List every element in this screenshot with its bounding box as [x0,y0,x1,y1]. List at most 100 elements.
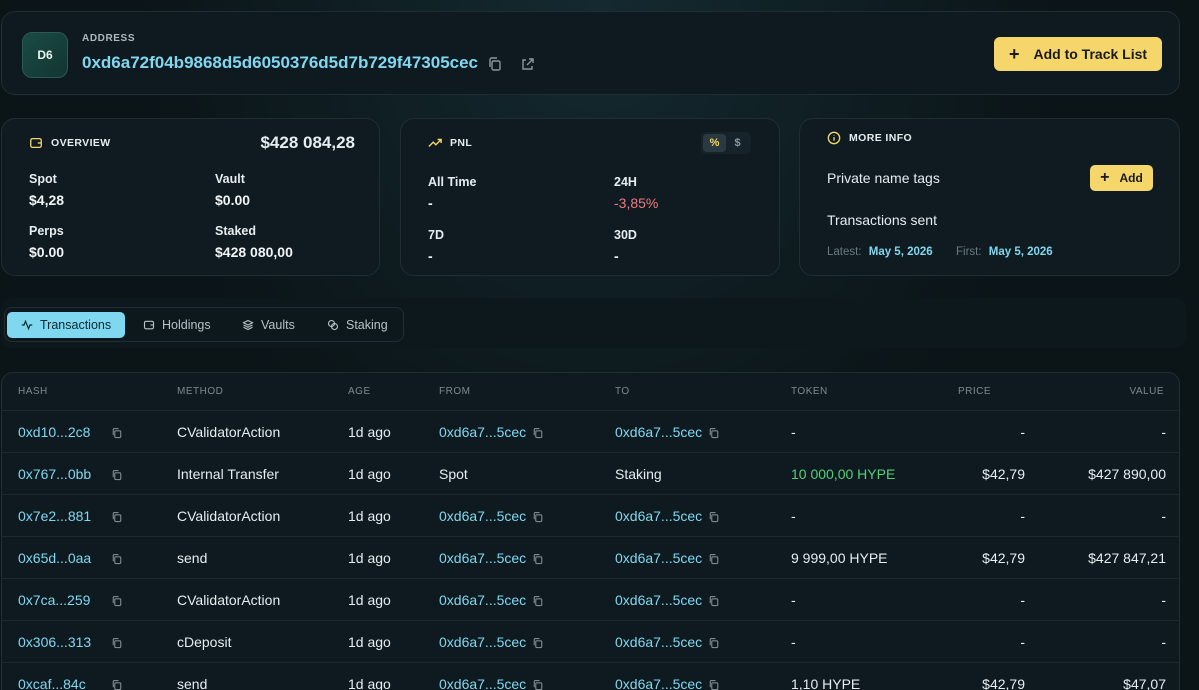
h24-value: -3,85% [614,195,659,211]
tab-holdings-label: Holdings [162,318,211,332]
copy-icon[interactable] [111,468,123,481]
tx-from[interactable]: 0xd6a7...5cec [439,550,527,566]
tx-to[interactable]: 0xd6a7...5cec [615,592,703,608]
col-age: AGE [348,386,371,397]
overview-card: OVERVIEW $428 084,28 Spot $4,28 Vault $0… [1,118,380,276]
add-tag-button[interactable]: + Add [1090,165,1153,191]
tx-method: CValidatorAction [177,508,281,524]
perps-label: Perps [29,224,64,238]
tx-hash[interactable]: 0x7e2...881 [18,508,92,524]
tx-hash[interactable]: 0x767...0bb [18,466,92,482]
address-value[interactable]: 0xd6a72f04b9868d5d6050376d5d7b729f47305c… [82,53,479,72]
table-row[interactable]: 0x767...0bb Internal Transfer 1d ago Spot St… [2,452,1179,494]
toggle-dollar[interactable]: $ [734,137,741,149]
tx-method: Internal Transfer [177,466,279,482]
tab-holdings[interactable]: Holdings [129,312,225,338]
first-date: First: May 5, 2026 [956,246,1053,258]
first-label: First: [956,246,982,258]
col-method: METHOD [177,386,224,397]
tx-from[interactable]: 0xd6a7...5cec [439,424,527,440]
tx-to[interactable]: 0xd6a7...5cec [615,508,703,524]
tx-from[interactable]: 0xd6a7...5cec [439,508,527,524]
col-token: TOKEN [791,386,828,397]
tx-method: send [177,676,208,690]
tx-to[interactable]: 0xd6a7...5cec [615,424,703,440]
col-value: VALUE [1129,386,1164,397]
add-tag-label: Add [1119,171,1143,185]
tx-age: 1d ago [348,466,391,482]
plus-icon: + [1008,43,1020,64]
all-time-label: All Time [428,175,477,189]
tx-token: 1,10 HYPE [791,676,861,690]
pnl-unit-toggle[interactable]: % $ [701,132,751,154]
external-link-icon[interactable] [520,56,536,72]
tab-staking[interactable]: Staking [313,312,402,338]
tx-token: 9 999,00 HYPE [791,550,888,566]
toggle-percent[interactable]: % [703,134,726,152]
tx-token: - [791,592,796,608]
copy-icon[interactable] [708,678,720,690]
table-row[interactable]: 0x306...313 cDeposit 1d ago 0xd6a7...5cec 0x… [2,620,1179,662]
table-row[interactable]: 0xcaf...84c send 1d ago 0xd6a7...5cec 0xd6a7… [2,662,1179,690]
copy-icon[interactable] [708,510,720,523]
copy-icon[interactable] [111,636,123,649]
copy-icon[interactable] [111,426,123,439]
tx-hash[interactable]: 0xcaf...84c [18,676,86,690]
staked-value: $428 080,00 [215,244,293,260]
address-label: ADDRESS [82,33,136,44]
latest-label: Latest: [827,246,862,258]
vault-value: $0.00 [215,192,251,208]
info-icon [827,131,841,145]
tx-to[interactable]: 0xd6a7...5cec [615,634,703,650]
copy-icon[interactable] [487,56,503,72]
copy-icon[interactable] [111,552,123,565]
tx-value: $427 890,00 [1088,466,1166,482]
tx-value: - [1161,592,1166,608]
copy-icon[interactable] [111,594,123,607]
col-hash: HASH [18,386,48,397]
tab-transactions[interactable]: Transactions [7,312,126,338]
tx-hash[interactable]: 0x306...313 [18,634,92,650]
copy-icon[interactable] [708,552,720,565]
col-price: PRICE [958,386,992,397]
tab-vaults[interactable]: Vaults [228,312,309,338]
copy-icon[interactable] [111,510,123,523]
table-row[interactable]: 0x65d...0aa send 1d ago 0xd6a7...5cec 0xd6a7… [2,536,1179,578]
tx-age: 1d ago [348,592,391,608]
tx-from[interactable]: 0xd6a7...5cec [439,634,527,650]
tx-price: - [1020,592,1025,608]
tx-to[interactable]: 0xd6a7...5cec [615,550,703,566]
tx-price: $42,79 [982,550,1025,566]
tx-token: - [791,424,796,440]
table-row[interactable]: 0x7ca...259 CValidatorAction 1d ago 0xd6a7.… [2,578,1179,620]
perps-value: $0.00 [29,244,65,260]
copy-icon[interactable] [532,552,544,565]
tx-hash[interactable]: 0x65d...0aa [18,550,92,566]
copy-icon[interactable] [708,636,720,649]
tx-hash[interactable]: 0x7ca...259 [18,592,91,608]
copy-icon[interactable] [708,426,720,439]
copy-icon[interactable] [532,594,544,607]
tx-hash[interactable]: 0xd10...2c8 [18,424,91,440]
more-info-card: MORE INFO Private name tags + Add Transa… [799,118,1180,276]
copy-icon[interactable] [708,594,720,607]
tx-from[interactable]: 0xd6a7...5cec [439,676,527,690]
table-row[interactable]: 0xd10...2c8 CValidatorAction 1d ago 0xd6a7.… [2,410,1179,452]
tx-from[interactable]: 0xd6a7...5cec [439,592,527,608]
table-row[interactable]: 0x7e2...881 CValidatorAction 1d ago 0xd6a7.… [2,494,1179,536]
all-time-value: - [428,195,433,211]
copy-icon[interactable] [111,678,123,690]
layers-icon [242,319,254,331]
copy-icon[interactable] [532,636,544,649]
copy-icon[interactable] [532,510,544,523]
add-to-track-list-button[interactable]: + Add to Track List [994,37,1162,71]
staked-label: Staked [215,224,256,238]
tx-method: CValidatorAction [177,592,281,608]
copy-icon[interactable] [532,426,544,439]
tx-to[interactable]: 0xd6a7...5cec [615,676,703,690]
pnl-title: PNL [428,136,472,150]
copy-icon[interactable] [532,678,544,690]
wallet-icon [30,137,42,149]
tx-value: $47,07 [1123,676,1166,690]
tx-from: Spot [439,466,468,482]
